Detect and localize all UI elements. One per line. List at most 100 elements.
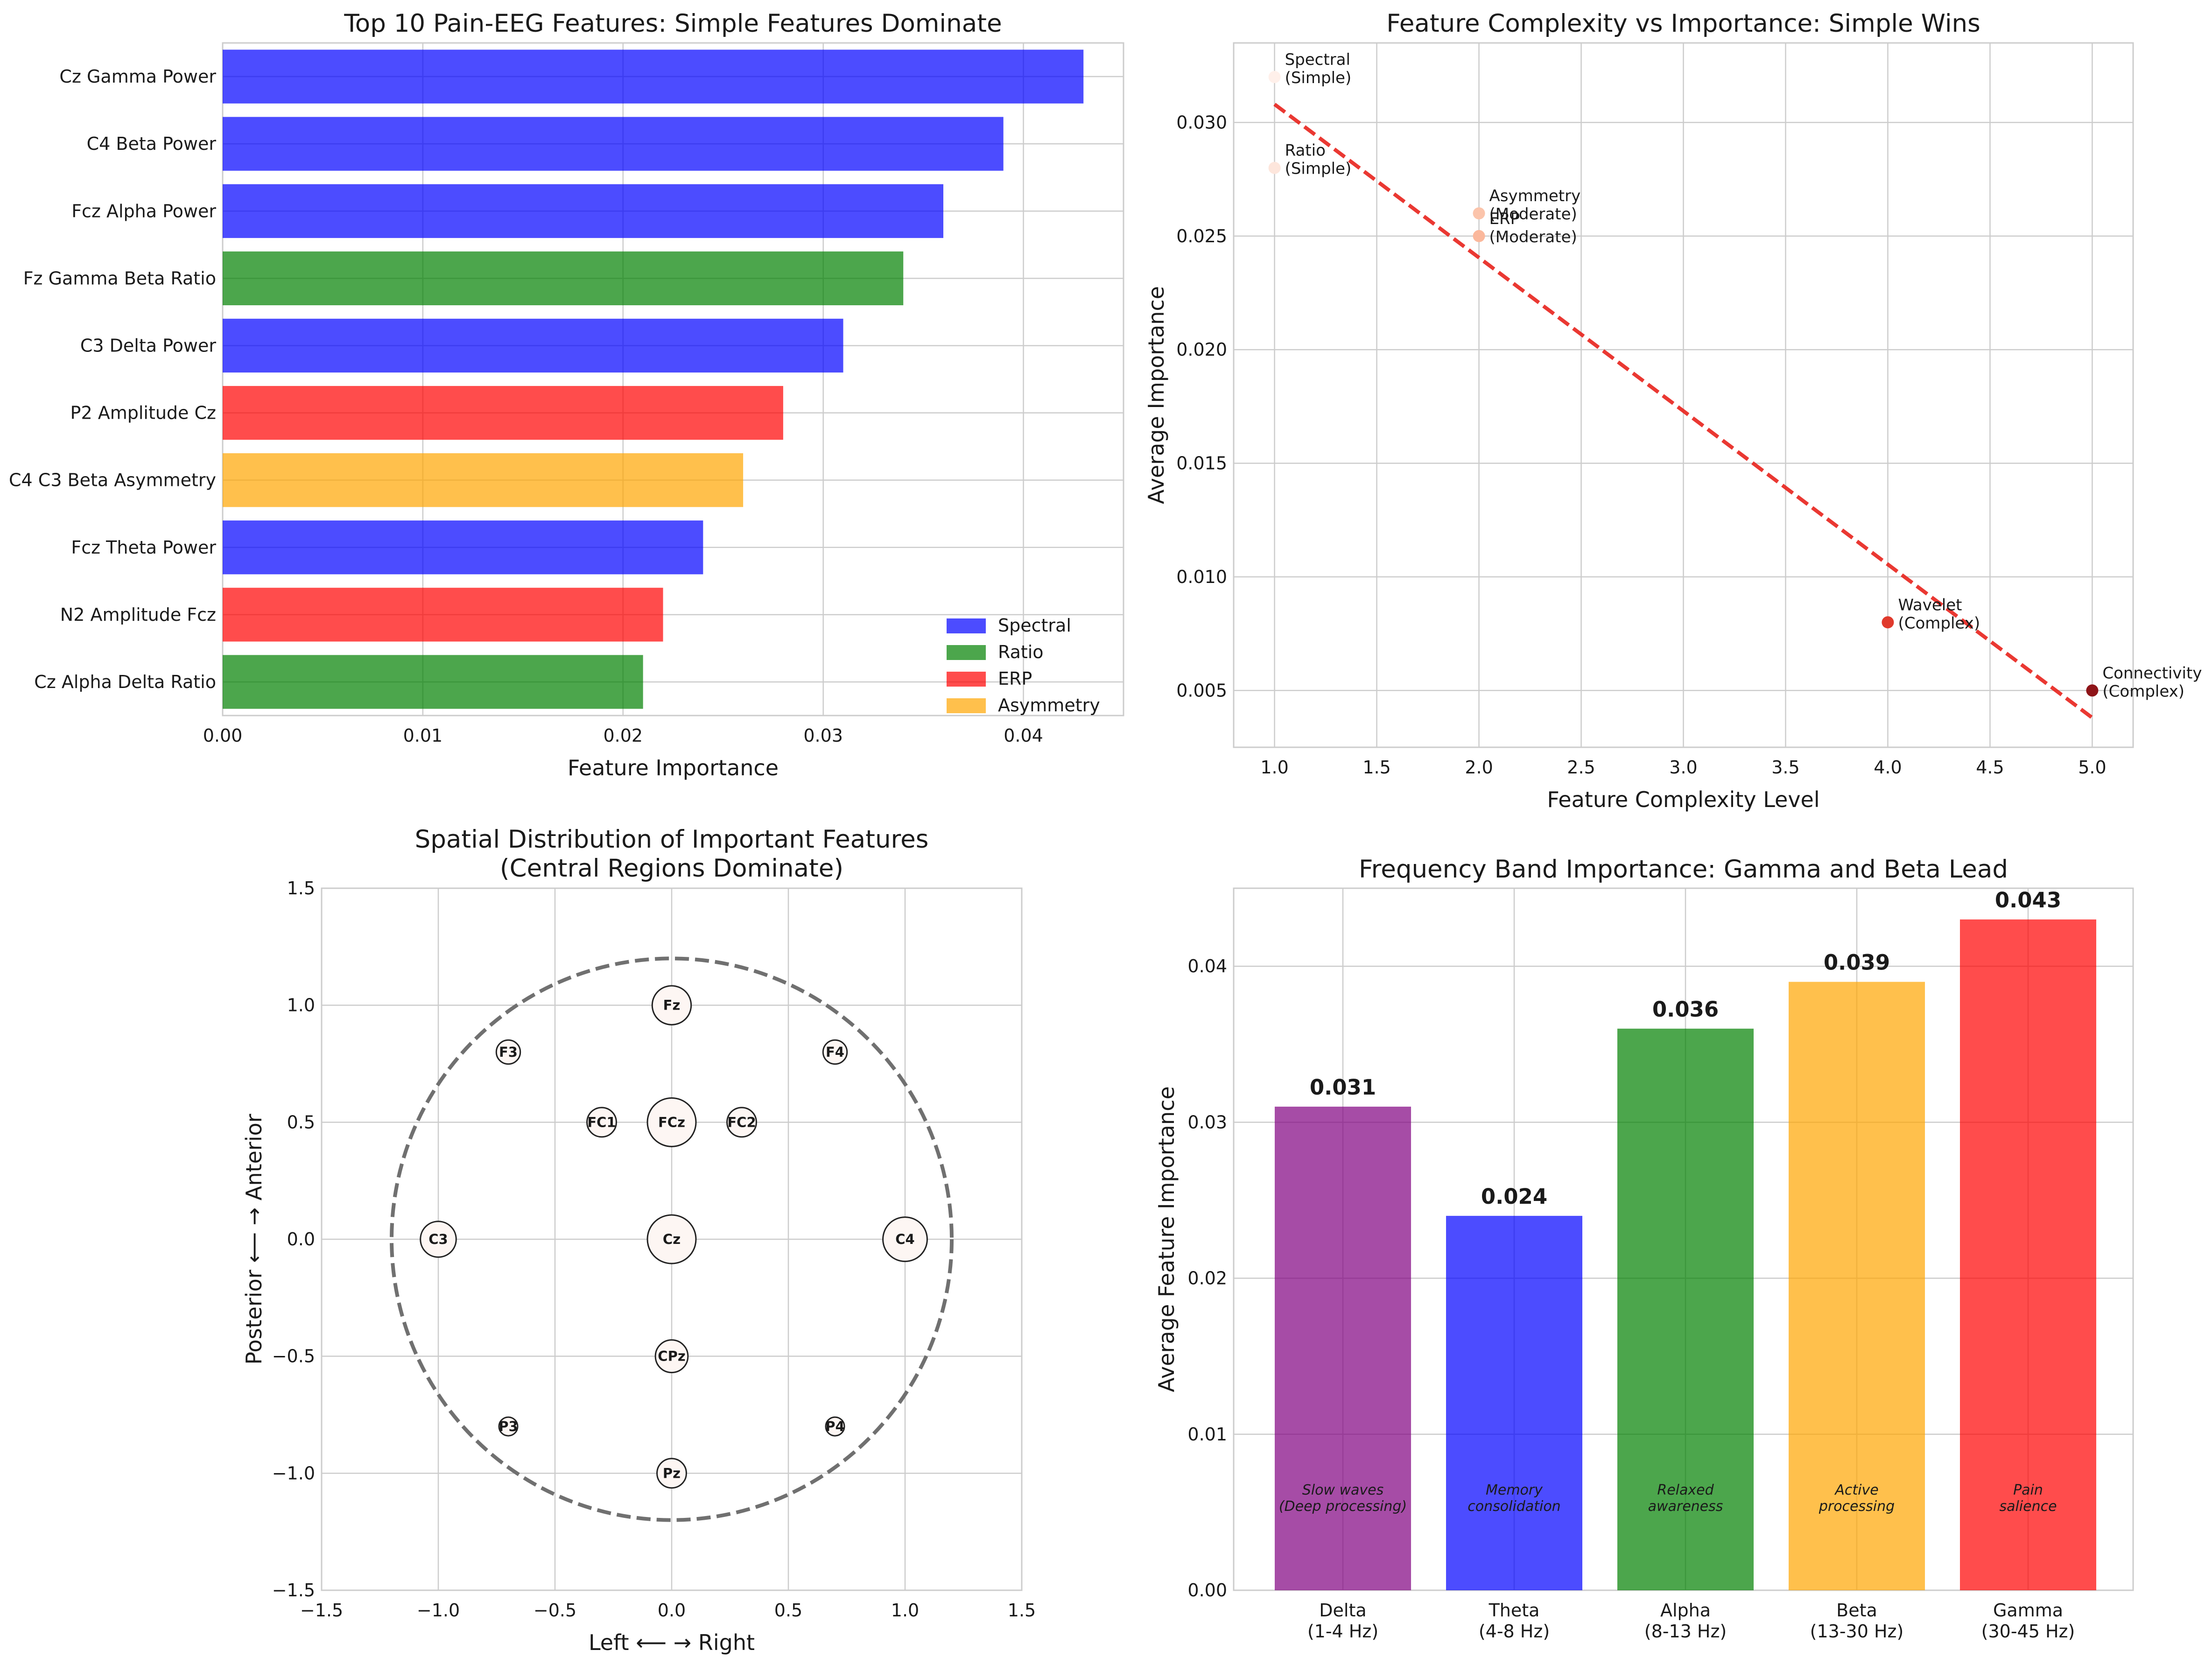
x-tick-label: 4.0: [1874, 757, 1902, 778]
electrode-label: Pz: [663, 1465, 681, 1481]
x-axis-label: Feature Complexity Level: [1547, 787, 1819, 812]
bar-value-label: 0.039: [1824, 950, 1890, 975]
x-tick-label: Theta (4-8 Hz): [1479, 1600, 1550, 1642]
x-tick-label: −1.5: [300, 1600, 343, 1621]
bar-annotation: Active processing: [1819, 1482, 1895, 1515]
y-tick-label: 1.0: [287, 995, 315, 1016]
electrode-marker: [586, 1107, 617, 1138]
x-tick-label: 0.02: [603, 725, 643, 746]
point-label: Asymmetry (Moderate): [1489, 187, 1581, 224]
bar: [223, 453, 744, 507]
electrode-marker: [825, 1416, 845, 1437]
y-tick-label: 0.01: [1187, 1424, 1227, 1445]
data-point: [1268, 71, 1281, 84]
panel-complexity: 1.0 1.5 2.0 2.5 3.0 3.5 4.0 4.5 5.0 0.005 0.010 0.0…: [1144, 9, 2202, 812]
x-tick-label: 0.0: [658, 1600, 686, 1621]
electrode-marker: [495, 1039, 521, 1065]
y-tick-label: Fcz Theta Power: [71, 537, 216, 558]
y-tick-label: Cz Gamma Power: [59, 66, 216, 87]
bar: [223, 184, 943, 238]
electrode-label: FC1: [587, 1114, 616, 1130]
x-tick-label: Beta (13-30 Hz): [1810, 1600, 1904, 1642]
bar: [223, 386, 783, 440]
bar-value-label: 0.024: [1481, 1184, 1547, 1209]
bar: [223, 49, 1084, 104]
head-outline: [390, 956, 954, 1522]
y-tick-label: 0.030: [1176, 112, 1227, 133]
y-tick-label: 1.5: [287, 878, 315, 899]
y-axis-label: Posterior ⟵ → Anterior: [241, 1114, 267, 1364]
x-tick-label: −1.0: [417, 1600, 460, 1621]
chart-title: Spatial Distribution of Important Featur…: [415, 825, 929, 883]
electrode-marker: [651, 985, 692, 1025]
x-tick-label: 1.5: [1362, 757, 1390, 778]
y-tick-label: −1.0: [272, 1463, 315, 1483]
legend-label: Ratio: [998, 642, 1044, 662]
point-label: Spectral (Simple): [1285, 50, 1352, 87]
panel-frequency: 0.00 0.01 0.02 0.03 0.04 0.031 Slow waves (Deep…: [1154, 855, 2134, 1642]
bar: [223, 588, 663, 642]
x-tick-label: 2.5: [1567, 757, 1595, 778]
bar-value-label: 0.031: [1310, 1075, 1376, 1100]
x-tick-label: 1.0: [1260, 757, 1288, 778]
data-point: [1473, 207, 1485, 220]
y-tick-label: N2 Amplitude Fcz: [60, 604, 216, 625]
bar-annotation: Pain salience: [1999, 1482, 2057, 1515]
y-tick-label: 0.00: [1187, 1580, 1227, 1601]
electrode-marker: [822, 1039, 848, 1065]
legend-label: ERP: [998, 668, 1032, 689]
y-tick-label: −1.5: [272, 1580, 315, 1601]
bar: [1275, 1106, 1411, 1590]
legend-swatch: [947, 698, 986, 713]
electrode-marker: [726, 1107, 757, 1138]
bar-annotation: Relaxed awareness: [1648, 1482, 1723, 1515]
bar: [223, 520, 703, 575]
electrode-marker: [646, 1097, 697, 1147]
electrode-label: FC2: [727, 1114, 756, 1130]
electrode-marker: [498, 1416, 519, 1437]
panel-top-features: 0.00 0.01 0.02 0.03 0.04 Cz Gamma Power C4 Bet…: [9, 9, 1124, 780]
data-point: [1268, 161, 1281, 174]
y-tick-label: C3 Delta Power: [80, 335, 217, 356]
x-tick-label: 5.0: [2078, 757, 2106, 778]
bar: [1617, 1028, 1754, 1590]
y-axis-label: Average Importance: [1144, 286, 1169, 504]
y-tick-label: 0.005: [1176, 680, 1227, 701]
panel-spatial: −1.5−1.5 −1.0 −1.0 −0.5 −0.5 0.0 0.0 0.5 0.5 1.0 1…: [241, 825, 1036, 1655]
y-tick-label: C4 Beta Power: [87, 133, 217, 154]
data-point: [1473, 230, 1485, 242]
y-tick-label: Fz Gamma Beta Ratio: [23, 268, 216, 288]
legend-swatch: [947, 645, 986, 660]
y-tick-label: 0.5: [287, 1112, 315, 1132]
electrode-label: C3: [428, 1231, 448, 1247]
data-point: [2086, 684, 2099, 697]
point-label: Connectivity (Complex): [2102, 664, 2202, 701]
x-tick-label: 2.0: [1465, 757, 1493, 778]
y-tick-label: 0.0: [287, 1229, 315, 1250]
electrode-marker: [420, 1221, 457, 1258]
y-tick-label: 0.015: [1176, 453, 1227, 474]
legend-label: Asymmetry: [998, 695, 1100, 716]
electrode-label: FCz: [658, 1114, 685, 1130]
x-tick-label: 0.04: [1004, 725, 1043, 746]
chart-title: Top 10 Pain-EEG Features: Simple Feature…: [344, 9, 1002, 38]
point-label: ERP (Moderate): [1489, 210, 1577, 246]
bar: [1446, 1215, 1582, 1590]
x-tick-label: 3.0: [1669, 757, 1697, 778]
x-tick-label: Gamma (30-45 Hz): [1981, 1600, 2075, 1642]
chart-title: Frequency Band Importance: Gamma and Bet…: [1359, 855, 2008, 884]
x-tick-label: 4.5: [1976, 757, 2004, 778]
electrode-label: P4: [825, 1418, 844, 1434]
x-tick-label: 1.5: [1008, 1600, 1036, 1621]
y-tick-label: −0.5: [272, 1346, 315, 1367]
electrode-marker: [646, 1214, 697, 1264]
electrode-label: Cz: [663, 1231, 681, 1247]
x-tick-label: 3.5: [1771, 757, 1799, 778]
data-point: [1882, 616, 1894, 629]
electrode-marker: [654, 1339, 689, 1374]
electrode-label: Fz: [663, 997, 681, 1013]
bar-value-label: 0.036: [1652, 997, 1719, 1022]
x-tick-label: 0.01: [403, 725, 443, 746]
y-tick-label: 0.010: [1176, 567, 1227, 587]
electrode-label: C4: [895, 1231, 914, 1247]
